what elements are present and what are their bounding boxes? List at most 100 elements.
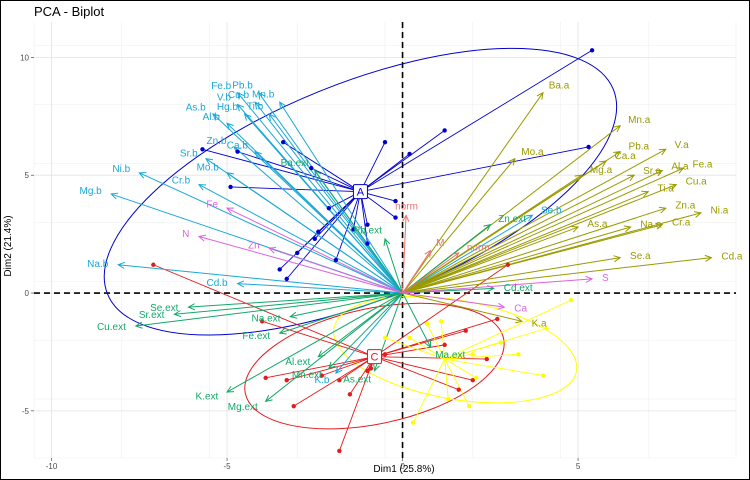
arrow-head	[278, 327, 287, 335]
arrow-head	[571, 225, 580, 233]
data-point	[277, 267, 282, 272]
variable-arrow	[268, 113, 403, 294]
centroid-link	[360, 141, 386, 192]
arrow-head	[197, 184, 206, 191]
variable-arrow	[237, 283, 403, 294]
arrow-head	[328, 361, 336, 370]
variable-arrow	[244, 113, 403, 294]
variable-label: Sr.a	[643, 166, 661, 177]
variable-label: Zn	[248, 240, 260, 251]
centroid-link	[374, 356, 487, 360]
variable-label: Al.b	[203, 112, 221, 123]
arrow-head	[641, 190, 650, 198]
arrow-head	[236, 280, 245, 288]
centroid-link	[360, 153, 410, 193]
arrow-head	[627, 174, 636, 182]
axes	[34, 22, 736, 458]
variable-arrow	[402, 226, 579, 294]
variable-label: K.ext	[196, 391, 219, 402]
centroid-label: C	[370, 352, 378, 364]
variable-arrow	[402, 292, 505, 308]
data-point	[235, 149, 240, 154]
arrow-head	[658, 206, 667, 214]
variable-label: Zn.b	[206, 136, 226, 147]
arrow-head	[655, 222, 664, 230]
data-point	[351, 227, 356, 232]
data-point	[445, 396, 451, 402]
data-point	[463, 328, 468, 333]
variable-label: Ba.ext	[281, 158, 310, 169]
arrow-head	[383, 237, 391, 246]
arrow-head	[655, 169, 664, 177]
data-point	[312, 236, 317, 242]
variable-label: Mo.b	[197, 163, 220, 174]
variable-arrow	[279, 101, 403, 294]
centroid-link	[202, 148, 361, 193]
variable-label: M	[436, 238, 444, 249]
variable-label: Cu.ext	[97, 322, 126, 333]
data-point	[316, 229, 321, 234]
variable-label: Ca.b	[227, 140, 249, 151]
arrow-head	[138, 172, 147, 179]
arrow-head	[254, 150, 262, 159]
data-point	[284, 378, 289, 383]
data-point	[470, 352, 475, 357]
centroid-link	[444, 353, 519, 360]
data-point	[291, 403, 296, 409]
variable-label: Fe.b	[211, 81, 231, 92]
variable-label: Se.a	[630, 251, 651, 262]
variable-label: Zn.a	[675, 200, 695, 211]
arrow-head	[658, 148, 667, 156]
centroid-link	[374, 356, 459, 391]
data-point	[467, 403, 472, 409]
variable-arrow	[226, 172, 403, 294]
data-point	[295, 250, 300, 256]
centroid-link	[412, 358, 446, 423]
variable-label: Mn.b	[252, 90, 275, 101]
variable-label: Mg.a	[590, 165, 613, 176]
arrow-head	[254, 101, 262, 110]
variable-arrow	[269, 247, 403, 294]
variable-label: K.a	[532, 318, 547, 329]
arrow-head	[497, 302, 506, 310]
variable-label: Cd.ext	[504, 283, 533, 294]
variable-arrow	[265, 292, 403, 402]
centroid-link	[153, 264, 375, 358]
variable-label: Ti.b	[247, 102, 264, 113]
arrow-head	[243, 113, 252, 121]
variable-label: Pb.b	[232, 80, 253, 91]
centroid-link	[262, 320, 375, 358]
variable-arrow	[402, 252, 460, 294]
data-point	[516, 352, 521, 357]
centroid-link	[293, 356, 375, 407]
centroid-link	[444, 358, 470, 407]
variable-label: Na.a	[640, 220, 662, 231]
variable-label: Al.ext	[285, 357, 310, 368]
centroid-link	[374, 356, 473, 381]
data-point	[365, 368, 370, 373]
data-point	[484, 356, 489, 362]
variable-arrow	[402, 167, 684, 294]
arrow-head	[279, 101, 286, 110]
variable-arrow	[402, 184, 677, 294]
arrow-head	[226, 122, 234, 131]
arrow-head	[212, 113, 220, 121]
x-tick-label: -5	[223, 462, 231, 471]
variable-arrow	[335, 292, 403, 374]
x-tick-label: -10	[46, 462, 58, 471]
variable-label: V.b	[217, 93, 232, 104]
data-point	[151, 262, 156, 267]
grid	[33, 22, 737, 459]
variable-arrow	[233, 146, 403, 294]
variable-label: Cu.b	[228, 90, 250, 101]
variable-arrow	[384, 238, 404, 294]
group-centroids: AC	[352, 184, 382, 365]
arrow-head	[187, 303, 196, 311]
variable-arrow	[118, 264, 403, 294]
variable-label: Mg.ext	[228, 402, 258, 413]
variable-arrow	[237, 92, 403, 294]
data-point	[337, 448, 342, 454]
variable-label: Ni.a	[711, 206, 729, 217]
arrow-head	[613, 124, 622, 133]
